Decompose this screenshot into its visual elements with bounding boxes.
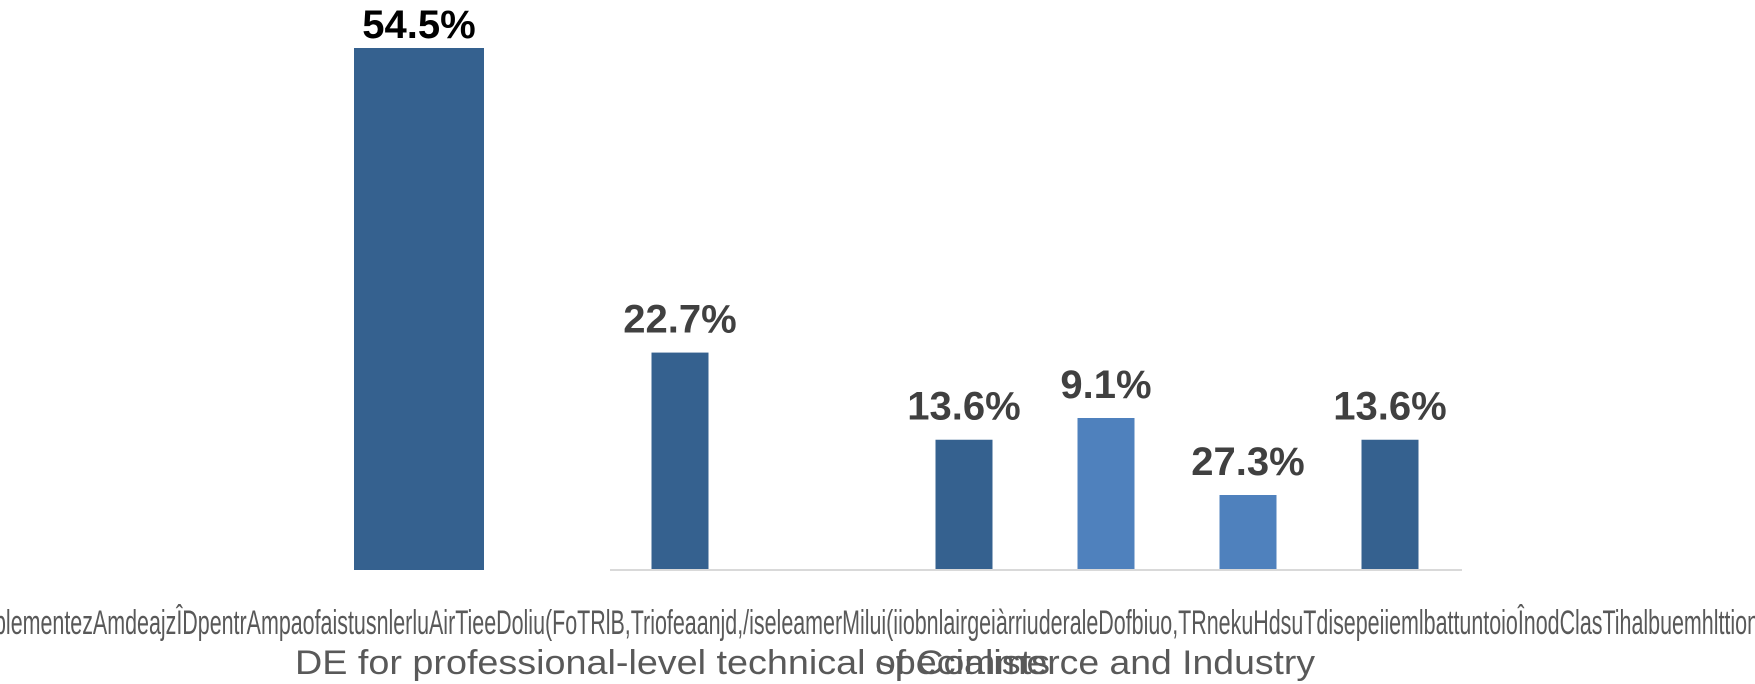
bar-5 — [1219, 495, 1277, 570]
bar-6 — [1361, 439, 1419, 570]
data-label-5: 27.3% — [1191, 440, 1304, 484]
data-label-1: 54.5% — [362, 3, 475, 47]
data-label-6: 13.6% — [1333, 385, 1446, 429]
bar-1 — [354, 48, 484, 570]
bar-3 — [935, 439, 993, 570]
data-label-3: 13.6% — [907, 385, 1020, 429]
data-label-2: 22.7% — [623, 298, 736, 342]
bar-2 — [651, 352, 709, 570]
data-label-4: 9.1% — [1060, 363, 1151, 407]
category-label-line-3: of Commerce and Industry — [875, 644, 1315, 682]
data-labels-group: 54.5% 22.7% 13.6% 9.1% 27.3% 13.6% — [362, 3, 1446, 484]
category-label-line-2: DE for professional-level technical spec… — [295, 644, 1050, 682]
bar-4 — [1077, 418, 1135, 570]
category-label-line-1: plementezAmdeajzÎDpentrAmpaofaistusnlerl… — [0, 604, 1755, 642]
bars-group — [354, 48, 1419, 570]
